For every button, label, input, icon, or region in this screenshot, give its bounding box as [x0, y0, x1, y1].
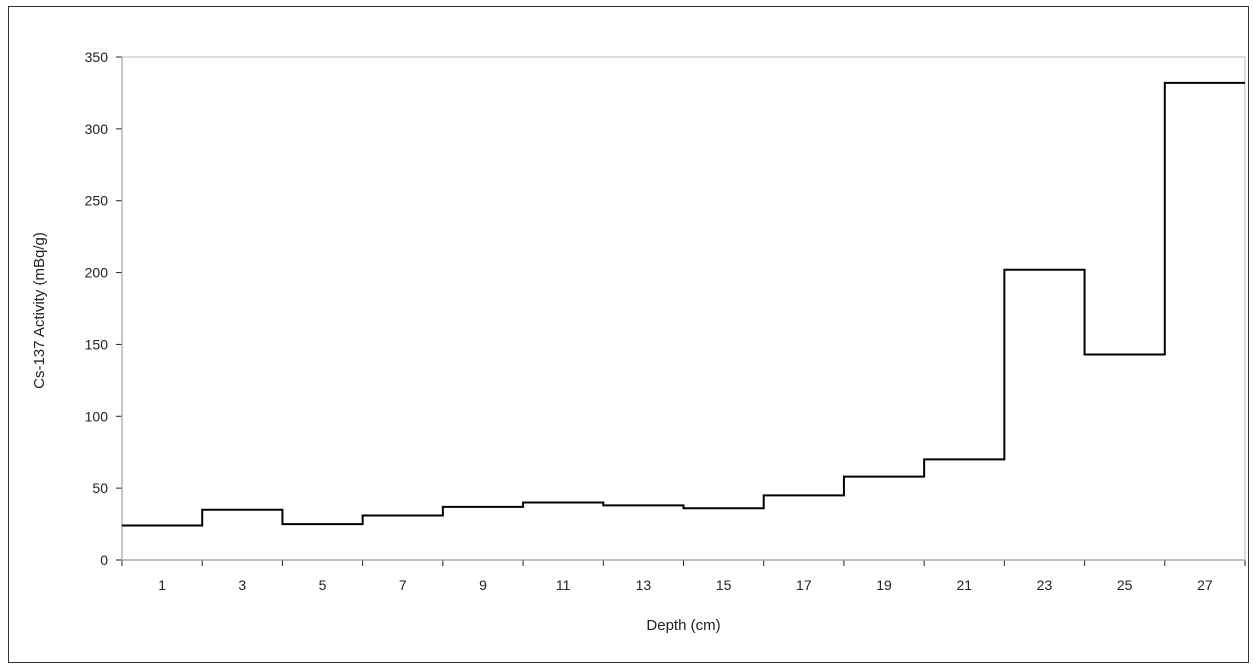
y-tick-label: 100 [85, 408, 109, 424]
x-tick-label: 25 [1117, 577, 1133, 593]
x-tick-label: 11 [556, 577, 571, 593]
y-tick-label: 250 [85, 193, 109, 209]
x-tick-label: 23 [1037, 577, 1053, 593]
x-tick-label: 13 [636, 577, 652, 593]
x-tick-label: 1 [158, 577, 166, 593]
y-axis: 0 50 100 150 200 250 300 350 [85, 49, 123, 568]
x-axis: 1 3 5 7 9 11 13 15 17 19 21 23 25 27 [121, 559, 1246, 593]
x-tick-label: 27 [1197, 577, 1213, 593]
y-tick-label: 300 [85, 121, 109, 137]
y-axis-title: Cs-137 Activity (mBq/g) [31, 232, 48, 389]
x-tick-label: 19 [876, 577, 892, 593]
y-tick-label: 50 [92, 480, 108, 496]
y-tick-label: 350 [85, 49, 109, 65]
x-tick-label: 17 [796, 577, 812, 593]
x-tick-label: 3 [238, 577, 246, 593]
chart-frame [8, 6, 1249, 663]
y-tick-label: 200 [85, 265, 109, 281]
x-axis-title: Depth (cm) [646, 617, 720, 634]
x-tick-label: 9 [479, 577, 487, 593]
series-line [122, 81, 1245, 527]
x-tick-label: 7 [399, 577, 407, 593]
series-cs137-activity [122, 81, 1245, 527]
x-tick-label: 15 [716, 577, 732, 593]
x-tick-label: 5 [319, 577, 327, 593]
plot-area [121, 56, 1246, 561]
y-tick-label: 150 [85, 336, 109, 352]
y-tick-label: 0 [100, 552, 108, 568]
x-tick-label: 21 [956, 577, 972, 593]
